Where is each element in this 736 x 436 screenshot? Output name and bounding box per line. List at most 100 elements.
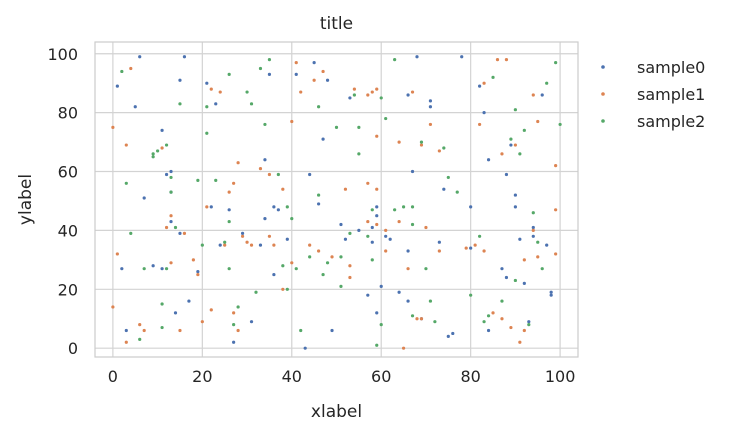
y-tick-labels: 0 20 40 60 80 100: [47, 45, 78, 358]
data-point: [294, 61, 298, 65]
data-point: [531, 225, 535, 230]
data-point: [348, 275, 352, 280]
series-sample1: [111, 58, 558, 350]
data-point: [397, 219, 401, 224]
data-point: [428, 122, 433, 127]
data-point: [151, 152, 155, 156]
data-point: [267, 234, 272, 238]
data-point: [281, 264, 285, 268]
data-point: [545, 243, 549, 247]
data-point: [330, 255, 334, 259]
data-points: [111, 55, 562, 350]
data-point: [267, 72, 272, 76]
data-point: [455, 190, 459, 194]
data-point: [142, 267, 146, 271]
data-point: [111, 125, 115, 129]
data-point: [339, 255, 343, 259]
data-point: [495, 58, 500, 62]
data-point: [500, 317, 504, 321]
data-point: [294, 267, 298, 271]
data-point: [245, 90, 249, 94]
data-point: [384, 116, 388, 121]
data-point: [518, 340, 522, 344]
data-point: [142, 196, 146, 200]
data-point: [115, 84, 119, 88]
data-point: [375, 222, 379, 227]
data-point: [169, 169, 173, 174]
data-point: [545, 81, 549, 85]
data-point: [281, 187, 285, 191]
data-point: [348, 96, 352, 100]
data-point: [406, 299, 410, 303]
data-point: [375, 311, 379, 315]
data-point: [214, 102, 218, 106]
data-point: [540, 93, 544, 97]
data-point: [536, 255, 540, 259]
data-point: [366, 93, 370, 97]
data-point: [240, 231, 245, 235]
data-point: [321, 272, 325, 277]
data-point: [223, 240, 227, 244]
data-point: [173, 225, 178, 230]
data-point: [205, 105, 209, 109]
data-point: [419, 317, 424, 321]
data-point: [227, 208, 231, 212]
data-point: [299, 90, 303, 94]
data-point: [308, 255, 312, 259]
data-point: [379, 96, 383, 100]
data-point: [232, 340, 236, 344]
data-point: [182, 231, 187, 235]
data-point: [290, 217, 294, 221]
data-point: [406, 93, 410, 97]
data-point: [205, 205, 209, 209]
data-point: [410, 169, 415, 174]
data-point: [478, 84, 482, 88]
data-point: [317, 105, 321, 109]
data-point: [330, 328, 334, 333]
data-point: [303, 346, 307, 350]
data-point: [160, 267, 164, 271]
data-point: [272, 272, 276, 277]
data-point: [406, 249, 410, 253]
data-point: [169, 219, 173, 224]
data-point: [366, 293, 370, 297]
data-point: [258, 243, 263, 247]
data-point: [232, 181, 236, 185]
y-tick-label: 80: [58, 104, 78, 123]
data-point: [375, 187, 379, 191]
data-point: [164, 225, 169, 230]
data-point: [410, 222, 415, 227]
data-point: [173, 311, 178, 315]
legend-label: sample0: [637, 58, 705, 77]
data-point: [513, 193, 517, 197]
data-point: [531, 93, 535, 97]
data-point: [513, 143, 517, 147]
data-point: [500, 267, 504, 271]
data-point: [558, 122, 562, 127]
data-point: [138, 323, 142, 327]
y-tick-label: 40: [58, 221, 78, 240]
data-point: [205, 131, 209, 135]
data-point: [500, 299, 504, 303]
data-point: [249, 243, 254, 247]
data-point: [370, 208, 374, 212]
data-point: [236, 161, 240, 165]
data-point: [522, 328, 526, 333]
data-point: [196, 178, 200, 182]
data-point: [249, 320, 254, 324]
data-point: [227, 190, 231, 194]
data-point: [348, 231, 352, 235]
data-point: [401, 205, 406, 209]
legend-item: sample1: [601, 85, 705, 104]
data-point: [138, 55, 142, 59]
data-point: [513, 205, 517, 209]
y-tick-label: 20: [58, 280, 78, 299]
data-point: [312, 78, 316, 82]
data-point: [428, 99, 433, 103]
data-point: [379, 323, 383, 327]
data-point: [464, 246, 468, 250]
data-point: [263, 158, 267, 162]
x-tick-labels: 0 20 40 60 80 100: [108, 367, 576, 386]
data-point: [169, 175, 173, 180]
data-point: [263, 217, 267, 221]
